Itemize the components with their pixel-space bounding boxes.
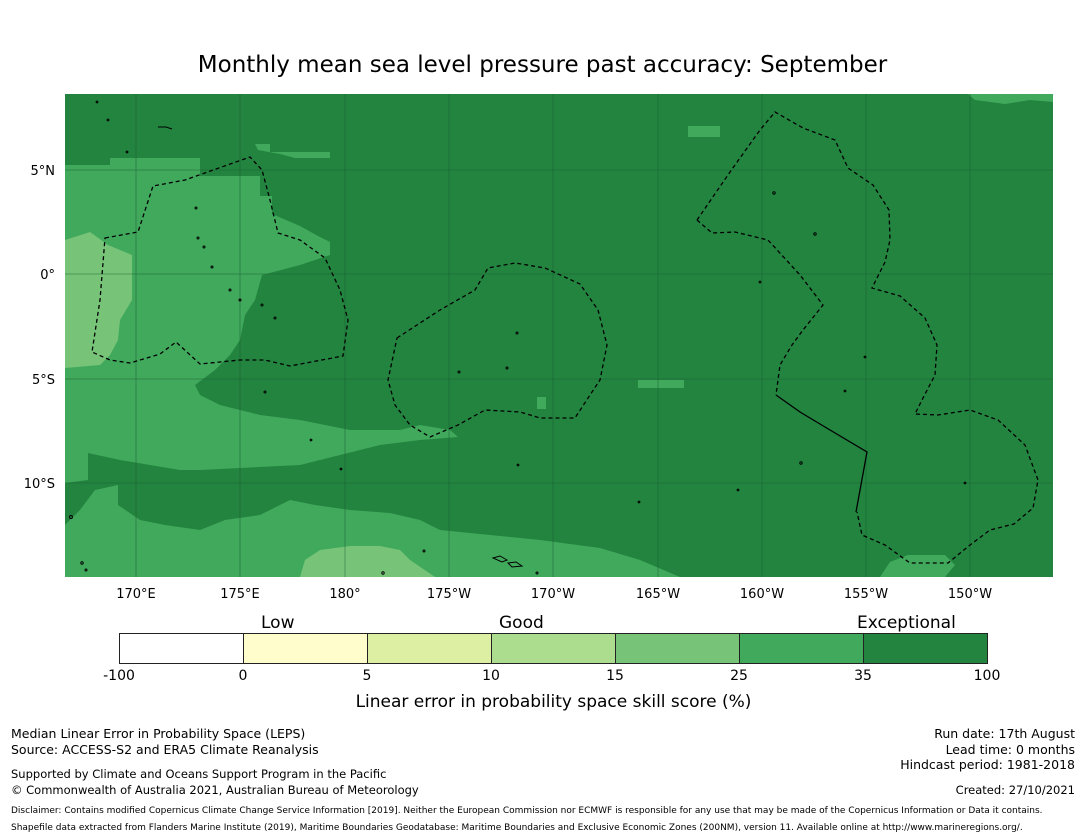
lon-label-150w: 150°W (948, 587, 992, 600)
colorbar-segment (120, 634, 244, 663)
colorbar-tick: 35 (854, 668, 872, 684)
lat-label-5n: 5°N (31, 164, 56, 179)
skill-region-25-35-west (65, 158, 458, 483)
map-title: Monthly mean sea level pressure past acc… (197, 52, 888, 78)
colorbar-tick: 100 (973, 668, 1001, 684)
skill-region-15-25-west (65, 232, 132, 368)
skill-region-35-100-west (245, 292, 345, 368)
map-panel[interactable]: 5°N 0° 5°S 10°S 170°E 175°E 180° 175°W 1… (0, 0, 1085, 600)
lon-label-175w: 175°W (427, 587, 471, 600)
eez-solid-boundary (775, 394, 868, 513)
colorbar-segment (740, 634, 864, 663)
skill-spot-25-35-a (688, 126, 720, 137)
lon-label-160w: 160°W (740, 587, 784, 600)
footer-copyright: © Commonwealth of Australia 2021, Austra… (11, 783, 419, 797)
lon-label-180: 180° (329, 587, 360, 600)
footer-disclaimer: Disclaimer: Contains modified Copernicus… (11, 806, 1043, 816)
footer-lead-time: Lead time: 0 months (945, 742, 1075, 757)
lon-label-155w: 155°W (844, 587, 888, 600)
lat-label-10s: 10°S (24, 477, 55, 492)
colorbar-segment (492, 634, 616, 663)
colorbar-segment (864, 634, 987, 663)
skill-region-25-35-ne (968, 94, 1053, 104)
islands (69, 100, 967, 575)
skill-region-15-25-south (300, 546, 435, 577)
colorbar-tick: -100 (103, 668, 135, 684)
colorbar-segment (616, 634, 740, 663)
legend-word-good: Good (499, 613, 544, 633)
footer-created: Created: 27/10/2021 (955, 783, 1075, 797)
footer-run-date: Run date: 17th August (934, 726, 1075, 741)
eez-boundaries (91, 111, 1039, 564)
lat-label-5s: 5°S (32, 373, 55, 388)
colorbar-label: Linear error in probability space skill … (355, 692, 752, 712)
lat-label-0: 0° (40, 268, 55, 283)
footer-shapefile: Shapefile data extracted from Flanders M… (11, 823, 1023, 833)
skill-region-25-35-south (65, 485, 680, 577)
colorbar-tick: 25 (730, 668, 748, 684)
skill-region-25-35-n (255, 144, 330, 158)
skill-region-25-35-se (880, 555, 955, 577)
lon-label-170e: 170°E (116, 587, 156, 600)
colorbar-segment (244, 634, 368, 663)
legend-word-low: Low (261, 613, 295, 633)
colorbar-tick: 10 (482, 668, 500, 684)
footer-hindcast: Hindcast period: 1981-2018 (900, 757, 1075, 772)
skill-spot-25-35-b (638, 380, 684, 388)
footer-source: Source: ACCESS-S2 and ERA5 Climate Reana… (11, 742, 319, 757)
colorbar-tick: 0 (238, 668, 248, 684)
footer-method: Median Linear Error in Probability Space… (11, 726, 306, 741)
footer-support: Supported by Climate and Oceans Support … (11, 767, 387, 781)
lon-label-175e: 175°E (220, 587, 260, 600)
colorbar (119, 633, 988, 664)
colorbar-tick: 5 (362, 668, 372, 684)
lon-label-165w: 165°W (636, 587, 680, 600)
colorbar-tick: 15 (606, 668, 624, 684)
lon-label-170w: 170°W (531, 587, 575, 600)
colorbar-segment (368, 634, 492, 663)
skill-spot-25-35-c (537, 397, 546, 409)
legend-word-exceptional: Exceptional (857, 613, 956, 633)
